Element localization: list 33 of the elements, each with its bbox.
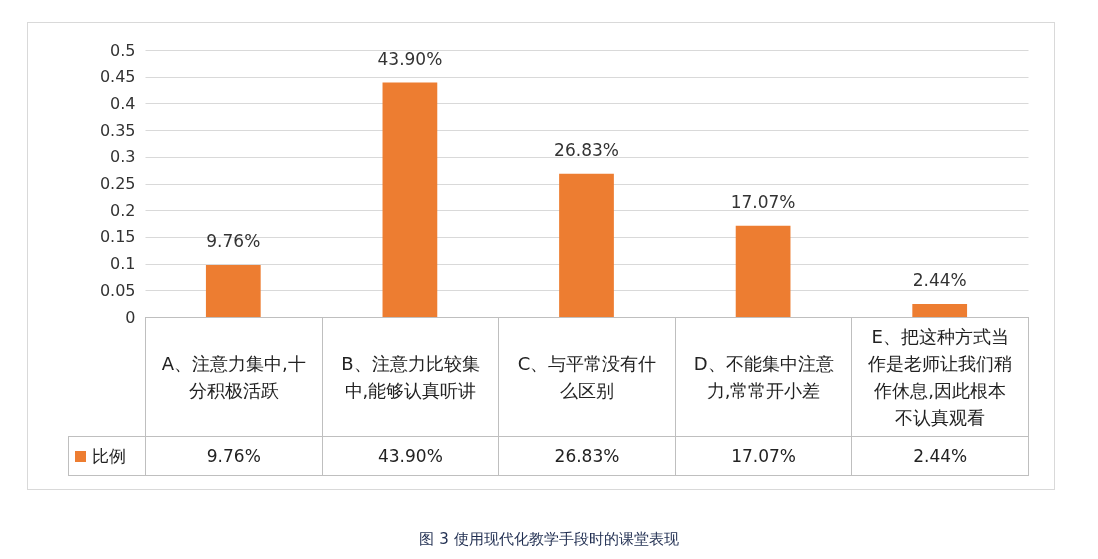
y-tick-label: 0 bbox=[125, 307, 136, 327]
data-label: 26.83% bbox=[498, 436, 676, 476]
bar bbox=[735, 225, 791, 317]
y-tick-label: 0.15 bbox=[99, 227, 136, 247]
y-tick-label: 0.4 bbox=[110, 93, 136, 113]
x-tick-label: E、把这种方式当作是老师让我们稍作休息,因此根本不认真观看 bbox=[851, 317, 1029, 437]
data-label: 43.90% bbox=[322, 436, 499, 476]
data-label: 9.76% bbox=[145, 436, 323, 476]
text: 17.07% bbox=[730, 191, 796, 212]
legend-label: 比例 bbox=[68, 436, 146, 476]
data-label: 17.07% bbox=[675, 436, 852, 476]
x-tick-label: C、与平常没有什么区别 bbox=[498, 317, 676, 437]
x-tick-label: A、注意力集中,十分积极活跃 bbox=[145, 317, 323, 437]
y-tick-label: 0.05 bbox=[99, 280, 136, 300]
y-tick-label: 0.45 bbox=[99, 67, 136, 87]
bar bbox=[559, 173, 614, 317]
x-tick-label: D、不能集中注意力,常常开小差 bbox=[675, 317, 852, 437]
y-tick-label: 0.35 bbox=[99, 120, 136, 140]
y-tick-label: 0.25 bbox=[99, 174, 136, 193]
text: 2.44% bbox=[912, 269, 967, 290]
bar bbox=[912, 303, 968, 317]
text: 26.83% bbox=[554, 139, 619, 160]
data-label: 2.44% bbox=[851, 436, 1029, 476]
text: 9.76% bbox=[206, 230, 261, 251]
bar bbox=[382, 82, 438, 317]
y-tick-label: 0.5 bbox=[110, 40, 136, 60]
y-tick-label: 0.2 bbox=[110, 200, 136, 220]
y-tick-label: 0.3 bbox=[110, 147, 136, 167]
text: 图 3 使用现代化教学手段时的课堂表现 bbox=[418, 530, 680, 549]
bar bbox=[205, 264, 261, 317]
y-tick-label: 0.1 bbox=[110, 254, 136, 274]
text: 43.90% bbox=[377, 48, 443, 69]
x-tick-label: B、注意力比较集中,能够认真听讲 bbox=[322, 317, 499, 437]
